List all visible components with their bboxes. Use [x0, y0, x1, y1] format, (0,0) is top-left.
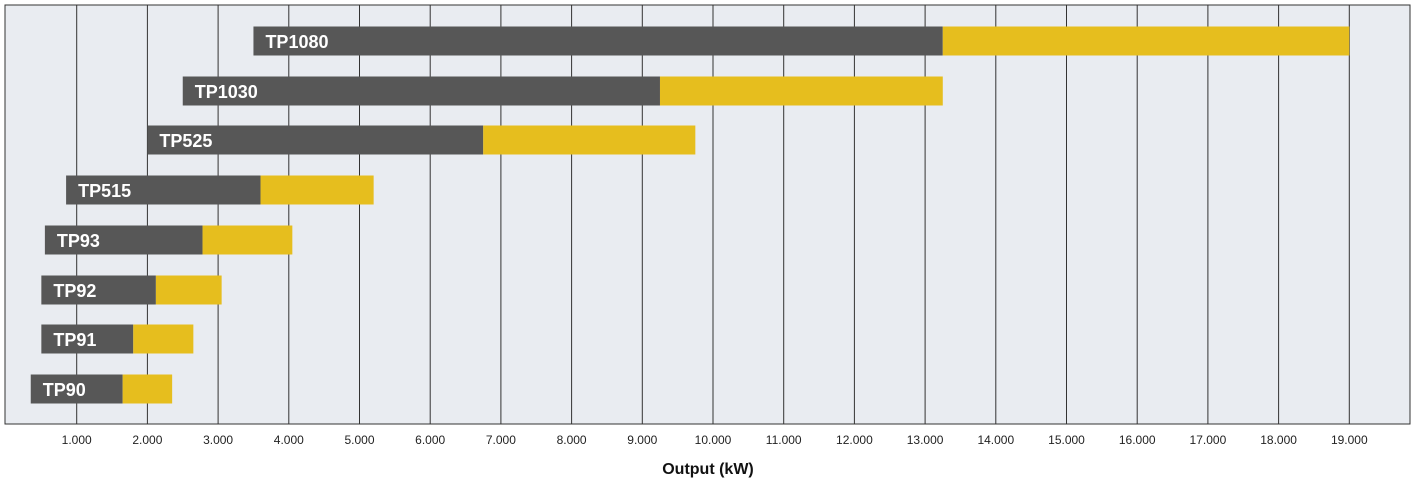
bar-tp515-primary: [66, 175, 261, 205]
x-tick-label: 9.000: [627, 433, 657, 447]
x-tick-label: 5.000: [344, 433, 374, 447]
plot-area: [4, 4, 1411, 425]
x-axis-ticks: 1.000 2.000 3.000 4.000 5.000 6.000 7.000 8.000…: [62, 433, 1368, 447]
bar-tp93-primary: [44, 225, 203, 255]
x-tick-label: 11.000: [766, 433, 802, 447]
bar-label-tp90: TP90: [43, 380, 86, 400]
x-tick-label: 7.000: [486, 433, 516, 447]
bar-label-tp525: TP525: [159, 131, 212, 151]
bar-tp1080-extended: [942, 26, 1350, 56]
bar-tp525-extended: [483, 125, 696, 155]
bar-tp515-extended: [260, 175, 374, 205]
bar-tp91-primary: [41, 324, 134, 354]
x-tick-label: 16.000: [1119, 433, 1156, 447]
x-axis-title: Output (kW): [662, 461, 754, 478]
bar-labels: TP1080 TP1030 TP525 TP515 TP93 TP92 TP91 TP90: [43, 32, 329, 400]
x-tick-label: 2.000: [132, 433, 162, 447]
bar-tp1080-primary: [253, 26, 943, 56]
x-tick-label: 13.000: [907, 433, 944, 447]
bar-label-tp91: TP91: [53, 330, 96, 350]
bar-label-tp92: TP92: [53, 281, 96, 301]
bar-label-tp1080: TP1080: [265, 32, 328, 52]
bar-tp525-primary: [147, 125, 484, 155]
x-tick-label: 17.000: [1190, 433, 1227, 447]
x-tick-label: 3.000: [203, 433, 233, 447]
x-tick-label: 10.000: [695, 433, 732, 447]
x-tick-label: 14.000: [977, 433, 1014, 447]
bar-tp1030-extended: [659, 76, 943, 106]
x-tick-label: 12.000: [836, 433, 873, 447]
bar-tp1030-primary: [182, 76, 660, 106]
bar-tp92-extended: [155, 275, 222, 305]
x-tick-label: 19.000: [1331, 433, 1368, 447]
bar-label-tp93: TP93: [57, 231, 100, 251]
bar-tp91-extended: [133, 324, 194, 354]
bar-label-tp1030: TP1030: [195, 82, 258, 102]
x-tick-label: 18.000: [1260, 433, 1297, 447]
x-tick-label: 15.000: [1048, 433, 1085, 447]
x-tick-label: 8.000: [557, 433, 587, 447]
bar-label-tp515: TP515: [78, 181, 131, 201]
bar-tp93-extended: [202, 225, 293, 255]
bar-tp90-primary: [30, 374, 123, 404]
bar-tp92-primary: [41, 275, 156, 305]
x-tick-label: 4.000: [274, 433, 304, 447]
bars: [30, 26, 1350, 404]
x-tick-label: 6.000: [415, 433, 445, 447]
x-tick-label: 1.000: [62, 433, 92, 447]
bar-tp90-extended: [122, 374, 173, 404]
gridlines: [76, 5, 1350, 424]
